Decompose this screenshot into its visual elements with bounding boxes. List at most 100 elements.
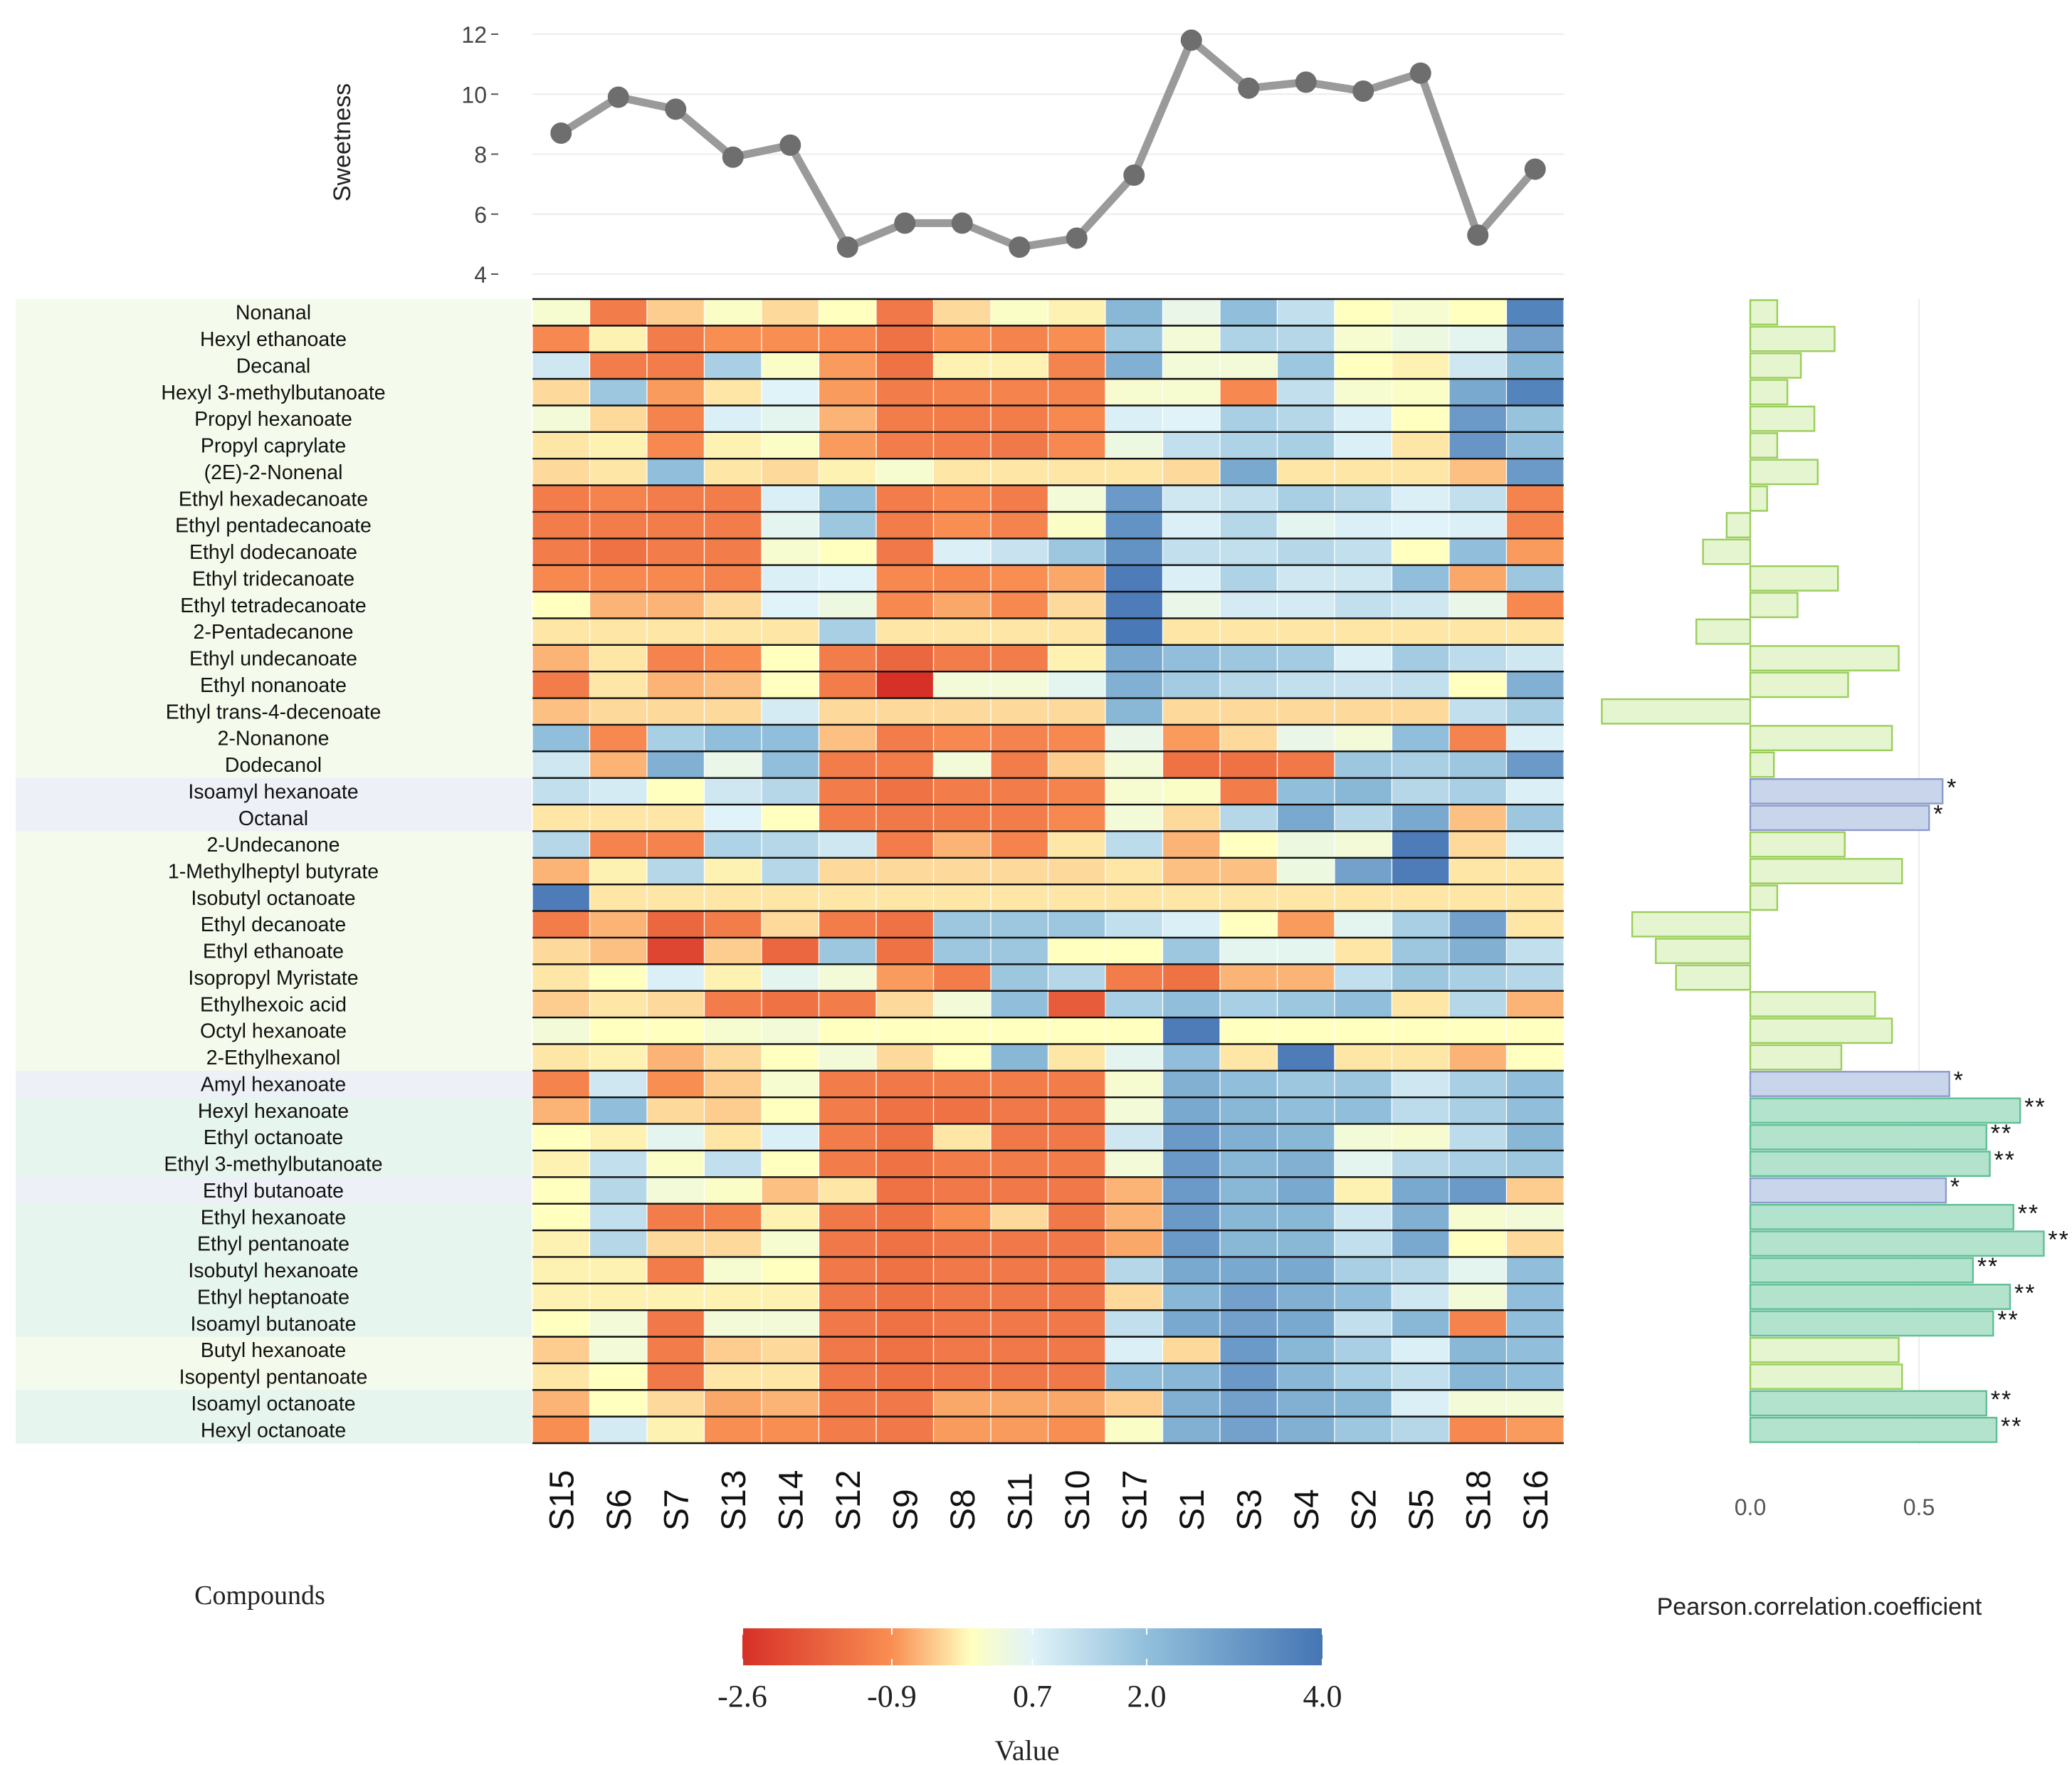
heatmap-cell <box>818 1309 877 1338</box>
heatmap-cell <box>589 1363 648 1390</box>
sweetness-point <box>1238 77 1260 99</box>
heatmap-cell <box>589 617 648 646</box>
heatmap-cell <box>1276 884 1335 912</box>
column-labels: S15 S6 S7 S13 S14 S12 S9 S8 S11 S10 S17 S1 S3 S4 S2 S5 S… <box>543 1470 1555 1531</box>
correlation-bar <box>1749 459 1819 486</box>
heatmap-cell <box>1219 777 1278 805</box>
heatmap-cell <box>1105 1283 1164 1311</box>
row-band <box>16 751 532 779</box>
heatmap-cell <box>1162 1203 1221 1231</box>
heatmap-cell <box>990 1336 1049 1364</box>
row-band <box>16 1283 532 1311</box>
heatmap-cell <box>875 1416 935 1444</box>
heatmap-cell <box>1334 644 1393 672</box>
row-band <box>16 911 532 938</box>
heatmap-cell <box>1505 1230 1564 1257</box>
row-band <box>16 1017 532 1045</box>
column-label: S15 <box>543 1470 581 1531</box>
heatmap-cell <box>1105 1096 1164 1125</box>
heatmap-cell <box>1047 378 1106 407</box>
heatmap-cell <box>761 1150 820 1178</box>
correlation-bar <box>1749 777 1944 805</box>
heatmap-cell <box>532 1230 591 1257</box>
heatmap-cell <box>932 325 992 353</box>
heatmap-cell <box>703 804 762 832</box>
heatmap-cell <box>1391 1043 1450 1072</box>
sweetness-point <box>779 134 801 156</box>
heatmap-cell <box>1047 1416 1106 1444</box>
heatmap-cell <box>1047 1176 1106 1205</box>
heatmap-cell <box>1105 990 1164 1018</box>
heatmap-cell <box>1505 1123 1564 1151</box>
heatmap-cell <box>589 697 648 726</box>
significance-marker: ** <box>2001 1413 2022 1440</box>
heatmap-cell <box>703 458 762 486</box>
heatmap-cell <box>1448 777 1508 805</box>
correlation-bar <box>1749 990 1876 1017</box>
heatmap-cell <box>1448 990 1508 1018</box>
row-band <box>16 485 532 513</box>
heatmap-cell <box>1105 591 1164 619</box>
heatmap-cell <box>1162 963 1221 992</box>
row-label: Propyl caprylate <box>201 435 346 458</box>
column-label: S11 <box>1001 1472 1039 1531</box>
heatmap-cell <box>532 697 591 726</box>
heatmap-cell <box>761 458 820 486</box>
heatmap-cell <box>875 1283 935 1311</box>
heatmap-cell <box>589 750 648 779</box>
heatmap-cell <box>1047 1150 1106 1178</box>
heatmap-cell <box>875 750 935 779</box>
heatmap-cell <box>761 1283 820 1311</box>
heatmap-cell <box>990 910 1049 938</box>
heatmap-cell <box>990 697 1049 726</box>
heatmap-cell <box>1276 804 1335 832</box>
heatmap-cell <box>646 458 705 486</box>
heatmap-cell <box>1505 352 1564 379</box>
heatmap-cell <box>761 857 820 885</box>
heatmap-cell <box>646 1230 705 1257</box>
heatmap-cell <box>703 697 762 726</box>
heatmap-cell <box>1505 937 1564 965</box>
heatmap-cell <box>761 1096 820 1125</box>
heatmap-cell <box>1219 538 1278 566</box>
heatmap-cell <box>1047 1389 1106 1418</box>
heatmap-cell <box>532 750 591 779</box>
heatmap-cell <box>1047 963 1106 992</box>
heatmap-cell <box>1219 884 1278 912</box>
heatmap-cell <box>761 511 820 539</box>
row-label: Ethyl tridecanoate <box>192 567 354 590</box>
heatmap-cell <box>761 697 820 726</box>
heatmap-cell <box>1219 963 1278 992</box>
heatmap-cell <box>875 458 935 486</box>
heatmap-cell <box>818 644 877 672</box>
heatmap-cell <box>1105 910 1164 938</box>
heatmap-cell <box>990 830 1049 859</box>
significance-marker: * <box>1950 1173 1961 1200</box>
heatmap-cell <box>646 1070 705 1098</box>
row-label: 2-Undecanone <box>207 834 340 857</box>
legend-tick-label: 4.0 <box>1303 1679 1342 1714</box>
heatmap-cell <box>1276 591 1335 619</box>
heatmap-cell <box>1162 1123 1221 1151</box>
heatmap-cell <box>1334 1230 1393 1257</box>
heatmap-cell <box>1391 298 1450 326</box>
x-tick-label: 0.0 <box>1735 1494 1766 1520</box>
heatmap-cell <box>1391 830 1450 859</box>
significance-marker: ** <box>2048 1227 2069 1254</box>
heatmap-cell <box>589 378 648 407</box>
correlation-bar <box>1749 1044 1843 1071</box>
heatmap-cell <box>1219 1070 1278 1098</box>
sweetness-point <box>1524 158 1546 180</box>
heatmap-cell <box>1505 591 1564 619</box>
heatmap-cell <box>589 1043 648 1072</box>
row-band <box>16 431 532 459</box>
row-label: 2-Pentadecanone <box>193 621 353 644</box>
heatmap-cell <box>932 378 992 407</box>
heatmap-cell <box>932 1389 992 1418</box>
heatmap-cell <box>1391 910 1450 938</box>
row-label: Isoamyl butanoate <box>191 1313 357 1336</box>
heatmap-cell <box>1391 750 1450 779</box>
heatmap-cell <box>1448 1070 1508 1098</box>
heatmap-cell <box>1505 830 1564 859</box>
heatmap-cell <box>932 884 992 912</box>
